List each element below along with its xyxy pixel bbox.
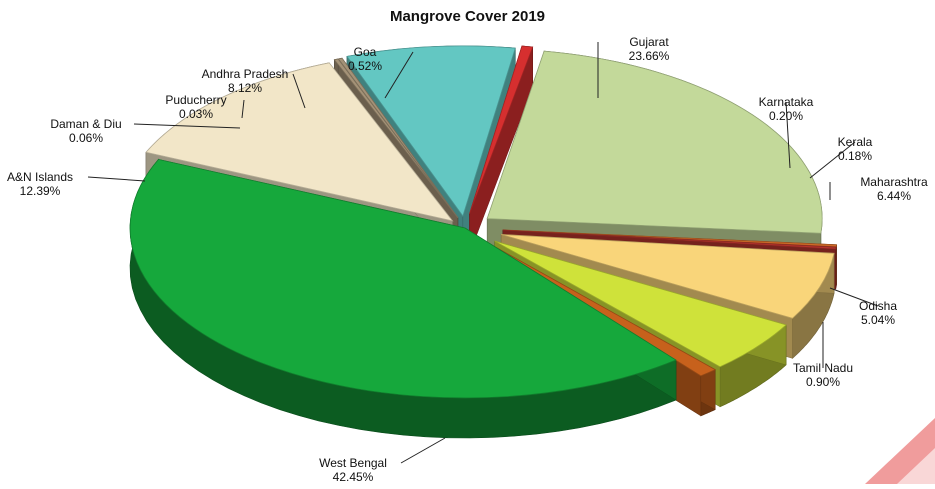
slice-label-karnataka: Karnataka — [759, 95, 814, 109]
slice-label-aandn-islands: A&N Islands — [7, 170, 73, 184]
slice-label-odisha: Odisha — [859, 299, 897, 313]
slice-value-daman-and-diu: 0.06% — [69, 131, 103, 145]
slice-value-kerala: 0.18% — [838, 149, 872, 163]
slice-value-west-bengal: 42.45% — [333, 470, 374, 484]
slice-value-gujarat: 23.66% — [629, 49, 670, 63]
slice-label-gujarat: Gujarat — [629, 35, 669, 49]
slice-value-goa: 0.52% — [348, 59, 382, 73]
slice-value-karnataka: 0.20% — [769, 109, 803, 123]
slice-label-kerala: Kerala — [838, 135, 873, 149]
slice-label-andhra-pradesh: Andhra Pradesh — [202, 67, 289, 81]
slice-gujarat — [487, 51, 822, 233]
slice-value-andhra-pradesh: 8.12% — [228, 81, 262, 95]
slice-value-maharashtra: 6.44% — [877, 189, 911, 203]
slice-label-daman-and-diu: Daman & Diu — [50, 117, 121, 131]
pie-tops — [130, 46, 837, 398]
slice-value-odisha: 5.04% — [861, 313, 895, 327]
chart-title: Mangrove Cover 2019 — [0, 8, 935, 25]
slice-value-tamil-nadu: 0.90% — [806, 375, 840, 389]
slice-label-puducherry: Puducherry — [165, 93, 226, 107]
watermark-logo — [845, 400, 935, 484]
slice-label-maharashtra: Maharashtra — [860, 175, 928, 189]
slice-label-goa: Goa — [354, 45, 377, 59]
slice-value-puducherry: 0.03% — [179, 107, 213, 121]
slice-label-tamil-nadu: Tamil Nadu — [793, 361, 853, 375]
leader-line-aandn-islands — [88, 177, 145, 181]
slice-value-aandn-islands: 12.39% — [20, 184, 61, 198]
slice-label-west-bengal: West Bengal — [319, 456, 387, 470]
leader-line-west-bengal — [401, 438, 445, 463]
